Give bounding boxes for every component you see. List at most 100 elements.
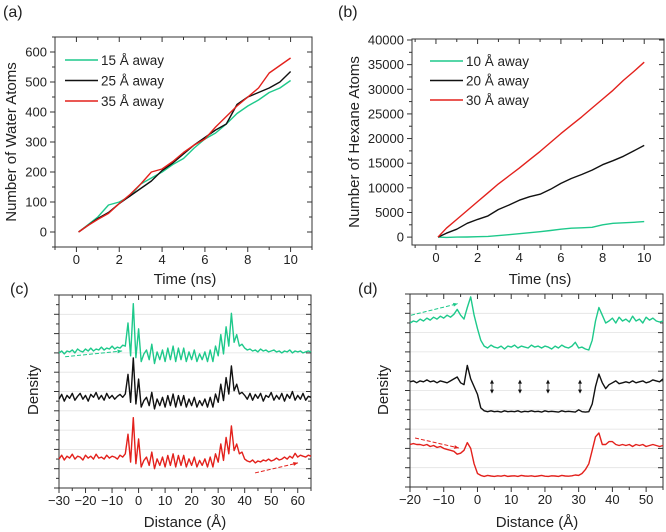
plot-frame [411, 38, 665, 246]
arrow-head [293, 462, 299, 466]
arrow-head-up [545, 379, 550, 384]
legend-label: 15 Å away [101, 53, 164, 68]
plot-frame [54, 36, 313, 248]
dashed-arrow [254, 462, 299, 474]
y-tick-label: 10000 [368, 180, 404, 195]
x-axis-title: Distance (Å) [496, 514, 579, 531]
x-tick-label: 6 [557, 250, 564, 265]
x-tick-label: 8 [244, 252, 251, 267]
y-tick-label: 35000 [368, 57, 404, 72]
x-tick-label: 10 [283, 252, 297, 267]
series-line [437, 220, 645, 239]
series-line [58, 357, 312, 410]
y-tick-label: 300 [25, 135, 47, 150]
arrow-head [452, 302, 458, 307]
series-line [58, 303, 312, 365]
panel-b: (b) 0 2 4 6 8 10 0 5000 10000 15000 20000 25000 30000… [338, 4, 665, 288]
x-tick-label: −20 [399, 492, 421, 507]
y-tick-label: 200 [25, 165, 47, 180]
series-line [58, 417, 312, 470]
x-tick-label: 30 [211, 493, 225, 508]
panel-d: (d) −20 −10 0 10 20 30 40 50 Distance (Å) Density [358, 281, 664, 531]
x-tick-label: 0 [135, 493, 142, 508]
x-tick-label: 40 [605, 492, 619, 507]
y-tick-label: 0 [40, 225, 47, 240]
panel-label: (b) [338, 4, 358, 21]
x-tick-label: 30 [571, 492, 585, 507]
panel-label: (d) [358, 281, 378, 298]
x-tick-label: −10 [433, 492, 455, 507]
dashed-arrow [414, 437, 460, 449]
series-line [78, 79, 292, 233]
x-tick-label: −30 [48, 493, 70, 508]
series-line [409, 364, 664, 413]
series-line [409, 432, 664, 478]
legend-label: 35 Å away [101, 94, 164, 109]
x-tick-label: 10 [158, 493, 172, 508]
x-tick-label: 0 [73, 252, 80, 267]
x-tick-label: 8 [599, 250, 606, 265]
x-tick-label: 0 [474, 492, 481, 507]
y-tick-label: 0 [397, 230, 404, 245]
y-axis-title: Number of Water Atoms [3, 62, 20, 222]
x-axis-title: Time (ns) [154, 271, 217, 288]
x-tick-label: 2 [474, 250, 481, 265]
x-tick-label: −10 [101, 493, 123, 508]
arrow-head [453, 445, 459, 449]
x-tick-label: 4 [516, 250, 523, 265]
x-tick-label: 40 [237, 493, 251, 508]
x-tick-label: 50 [639, 492, 653, 507]
y-tick-label: 15000 [368, 156, 404, 171]
y-tick-label: 600 [25, 45, 47, 60]
y-tick-label: 25000 [368, 106, 404, 121]
arrow-head-down [489, 389, 494, 394]
x-tick-label: 0 [432, 250, 439, 265]
arrow-head-down [578, 389, 583, 394]
legend-label: 30 Å away [466, 93, 529, 108]
dashed-arrow [65, 350, 123, 358]
x-axis-title: Distance (Å) [144, 514, 227, 531]
series-line [78, 57, 292, 233]
y-axis-title: Density [375, 364, 392, 415]
x-tick-label: −20 [74, 493, 96, 508]
x-tick-label: 20 [538, 492, 552, 507]
y-tick-label: 30000 [368, 82, 404, 97]
y-tick-label: 5000 [375, 205, 404, 220]
x-tick-label: 60 [291, 493, 305, 508]
x-tick-label: 10 [637, 250, 651, 265]
arrow-head-up [578, 379, 583, 384]
series-line [409, 296, 664, 351]
series-line [437, 144, 645, 238]
y-tick-label: 40000 [368, 32, 404, 47]
arrow-head-down [517, 389, 522, 394]
panel-label: (c) [10, 281, 29, 298]
x-axis-title: Time (ns) [509, 271, 572, 288]
y-axis-title: Number of Hexane Atoms [346, 56, 363, 228]
series-line [437, 61, 645, 238]
plot-frame [409, 293, 664, 488]
x-tick-label: 50 [264, 493, 278, 508]
arrow-head [117, 349, 123, 354]
x-tick-label: 4 [158, 252, 165, 267]
arrow-head-down [545, 389, 550, 394]
y-axis-title: Density [25, 364, 42, 415]
legend-label: 20 Å away [466, 74, 529, 89]
y-tick-label: 100 [25, 195, 47, 210]
y-tick-label: 20000 [368, 131, 404, 146]
arrow-head-up [517, 379, 522, 384]
arrow-head-up [489, 379, 494, 384]
panel-c: (c) −30 −20 −10 0 10 20 30 40 50 60 Distance (Å) Den… [10, 281, 312, 531]
legend-label: 10 Å away [466, 54, 529, 69]
y-tick-label: 400 [25, 105, 47, 120]
legend-label: 25 Å away [101, 74, 164, 89]
x-tick-label: 6 [201, 252, 208, 267]
plot-frame [58, 294, 312, 489]
x-tick-label: 2 [116, 252, 123, 267]
x-tick-label: 10 [504, 492, 518, 507]
y-tick-label: 500 [25, 75, 47, 90]
x-tick-label: 20 [184, 493, 198, 508]
panel-label: (a) [3, 4, 23, 21]
dashed-arrow [410, 303, 459, 316]
